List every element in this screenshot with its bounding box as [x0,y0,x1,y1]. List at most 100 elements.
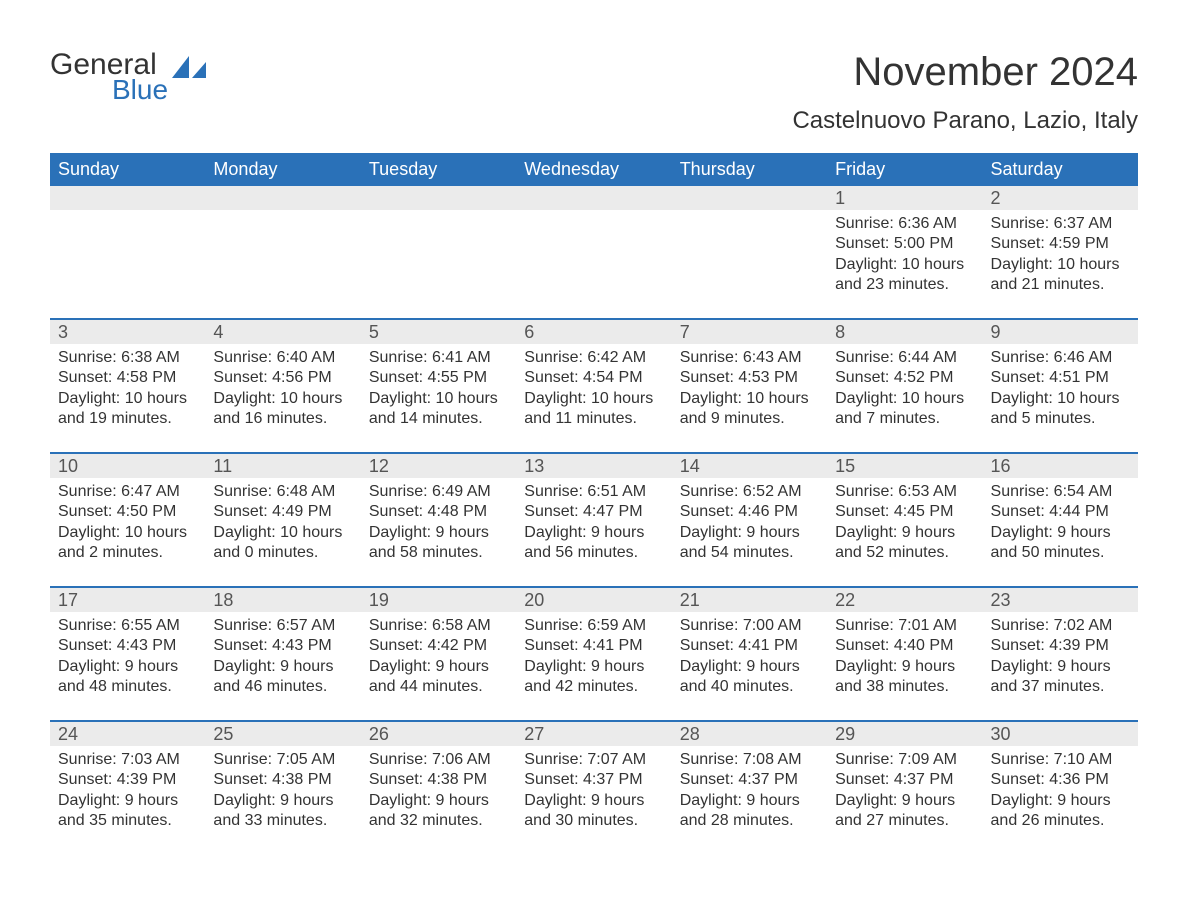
daylight-text: Daylight: 10 hours and 11 minutes. [524,389,665,430]
page-header: General Blue November 2024 Castelnuovo P… [50,50,1138,135]
logo-text-blue: Blue [112,76,168,104]
sunrise-text: Sunrise: 6:42 AM [524,348,665,368]
daylight-text: Daylight: 9 hours and 33 minutes. [213,791,354,832]
day-number: 4 [205,320,360,344]
logo-sail-icon [172,56,206,87]
daylight-text: Daylight: 9 hours and 28 minutes. [680,791,821,832]
day-body: Sunrise: 7:08 AMSunset: 4:37 PMDaylight:… [672,746,827,836]
day-of-week-header: Sunday Monday Tuesday Wednesday Thursday… [50,153,1138,186]
sunset-text: Sunset: 4:38 PM [213,770,354,790]
day-body: Sunrise: 6:42 AMSunset: 4:54 PMDaylight:… [516,344,671,434]
day-cell: 29 Sunrise: 7:09 AMSunset: 4:37 PMDayligh… [827,722,982,840]
day-number [205,186,360,210]
day-body: Sunrise: 6:52 AMSunset: 4:46 PMDaylight:… [672,478,827,568]
day-cell: 10Sunrise: 6:47 AMSunset: 4:50 PMDayligh… [50,454,205,572]
day-number: 5 [361,320,516,344]
daylight-text: Daylight: 9 hours and 30 minutes. [524,791,665,832]
sunrise-text: Sunrise: 6:37 AM [991,214,1132,234]
day-body: Sunrise: 6:44 AMSunset: 4:52 PMDaylight:… [827,344,982,434]
day-number: 26 [361,722,516,746]
day-number: 16 [983,454,1138,478]
sunrise-text: Sunrise: 6:48 AM [213,482,354,502]
sunset-text: Sunset: 4:45 PM [835,502,976,522]
day-number [361,186,516,210]
sunrise-text: Sunrise: 7:09 AM [835,750,976,770]
sunset-text: Sunset: 4:36 PM [991,770,1132,790]
sunset-text: Sunset: 4:46 PM [680,502,821,522]
day-number: 1 [827,186,982,210]
day-body: Sunrise: 7:03 AMSunset: 4:39 PMDaylight:… [50,746,205,836]
daylight-text: Daylight: 9 hours and 58 minutes. [369,523,510,564]
sunrise-text: Sunrise: 6:36 AM [835,214,976,234]
day-cell: 17Sunrise: 6:55 AMSunset: 4:43 PMDayligh… [50,588,205,706]
dow-saturday: Saturday [983,153,1138,186]
sunrise-text: Sunrise: 6:47 AM [58,482,199,502]
daylight-text: Daylight: 9 hours and 38 minutes. [835,657,976,698]
sunrise-text: Sunrise: 7:01 AM [835,616,976,636]
daylight-text: Daylight: 10 hours and 7 minutes. [835,389,976,430]
dow-monday: Monday [205,153,360,186]
day-cell: 12Sunrise: 6:49 AMSunset: 4:48 PMDayligh… [361,454,516,572]
sunset-text: Sunset: 4:37 PM [524,770,665,790]
day-cell: 21Sunrise: 7:00 AMSunset: 4:41 PMDayligh… [672,588,827,706]
week-row: 17Sunrise: 6:55 AMSunset: 4:43 PMDayligh… [50,586,1138,706]
daylight-text: Daylight: 9 hours and 37 minutes. [991,657,1132,698]
sunset-text: Sunset: 4:43 PM [58,636,199,656]
day-number: 18 [205,588,360,612]
day-body [672,210,827,218]
daylight-text: Daylight: 10 hours and 9 minutes. [680,389,821,430]
day-number: 2 [983,186,1138,210]
day-number: 29 [827,722,982,746]
day-number: 27 [516,722,671,746]
daylight-text: Daylight: 9 hours and 27 minutes. [835,791,976,832]
sunrise-text: Sunrise: 7:10 AM [991,750,1132,770]
sunrise-text: Sunrise: 6:55 AM [58,616,199,636]
day-body: Sunrise: 6:41 AMSunset: 4:55 PMDaylight:… [361,344,516,434]
day-body: Sunrise: 7:07 AMSunset: 4:37 PMDaylight:… [516,746,671,836]
sunset-text: Sunset: 4:55 PM [369,368,510,388]
sunrise-text: Sunrise: 6:41 AM [369,348,510,368]
title-block: November 2024 Castelnuovo Parano, Lazio,… [792,50,1138,135]
sunrise-text: Sunrise: 6:59 AM [524,616,665,636]
day-body: Sunrise: 7:06 AMSunset: 4:38 PMDaylight:… [361,746,516,836]
sunrise-text: Sunrise: 6:58 AM [369,616,510,636]
day-cell: 22Sunrise: 7:01 AMSunset: 4:40 PMDayligh… [827,588,982,706]
day-number [50,186,205,210]
sunset-text: Sunset: 4:41 PM [524,636,665,656]
day-cell: 25Sunrise: 7:05 AMSunset: 4:38 PMDayligh… [205,722,360,840]
sunset-text: Sunset: 4:44 PM [991,502,1132,522]
sunrise-text: Sunrise: 6:52 AM [680,482,821,502]
dow-tuesday: Tuesday [361,153,516,186]
day-number: 13 [516,454,671,478]
day-body: Sunrise: 6:47 AMSunset: 4:50 PMDaylight:… [50,478,205,568]
day-cell [516,186,671,304]
day-body [361,210,516,218]
daylight-text: Daylight: 9 hours and 44 minutes. [369,657,510,698]
day-number: 12 [361,454,516,478]
weeks-container: 1Sunrise: 6:36 AMSunset: 5:00 PMDaylight… [50,186,1138,840]
day-cell: 7Sunrise: 6:43 AMSunset: 4:53 PMDaylight… [672,320,827,438]
day-cell: 30Sunrise: 7:10 AMSunset: 4:36 PMDayligh… [983,722,1138,840]
day-body: Sunrise: 6:57 AMSunset: 4:43 PMDaylight:… [205,612,360,702]
day-number [516,186,671,210]
daylight-text: Daylight: 10 hours and 16 minutes. [213,389,354,430]
day-number: 10 [50,454,205,478]
sunrise-text: Sunrise: 7:06 AM [369,750,510,770]
day-cell: 8Sunrise: 6:44 AMSunset: 4:52 PMDaylight… [827,320,982,438]
sunset-text: Sunset: 4:54 PM [524,368,665,388]
day-body: Sunrise: 7:10 AMSunset: 4:36 PMDaylight:… [983,746,1138,836]
sunset-text: Sunset: 4:39 PM [58,770,199,790]
sunrise-text: Sunrise: 7:05 AM [213,750,354,770]
day-body: Sunrise: 6:46 AMSunset: 4:51 PMDaylight:… [983,344,1138,434]
day-cell: 18Sunrise: 6:57 AMSunset: 4:43 PMDayligh… [205,588,360,706]
day-number: 9 [983,320,1138,344]
sunrise-text: Sunrise: 7:03 AM [58,750,199,770]
day-body: Sunrise: 6:59 AMSunset: 4:41 PMDaylight:… [516,612,671,702]
day-cell: 13Sunrise: 6:51 AMSunset: 4:47 PMDayligh… [516,454,671,572]
day-number [672,186,827,210]
day-cell: 6Sunrise: 6:42 AMSunset: 4:54 PMDaylight… [516,320,671,438]
dow-sunday: Sunday [50,153,205,186]
day-cell: 20Sunrise: 6:59 AMSunset: 4:41 PMDayligh… [516,588,671,706]
sunset-text: Sunset: 4:37 PM [835,770,976,790]
daylight-text: Daylight: 9 hours and 32 minutes. [369,791,510,832]
